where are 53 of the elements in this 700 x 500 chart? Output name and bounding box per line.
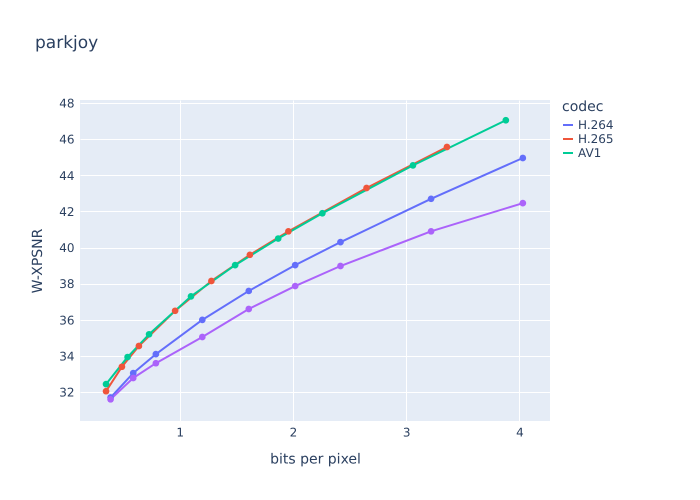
point [245,306,252,312]
x-tick-label: 1 [176,426,184,440]
point [292,262,299,268]
point [152,350,160,358]
point [428,228,434,235]
y-tick-label: 34 [59,349,74,364]
y-tick-label: 40 [59,241,74,256]
point [188,293,194,300]
point [146,330,152,338]
point [519,200,526,206]
legend-label: H.264 [578,118,614,132]
point [198,334,206,340]
point [502,116,510,124]
y-tick-label: 48 [59,96,74,111]
point [519,154,526,162]
point [198,316,206,324]
legend-title: codec [562,99,604,115]
point [410,162,416,169]
point [208,278,215,284]
point [319,210,326,217]
y-tick-label: 46 [59,132,74,147]
point [428,195,434,202]
point [130,374,137,382]
point [337,262,344,270]
point [337,238,344,246]
point [246,251,254,258]
point [152,360,160,367]
chart-title: parkjoy [35,33,98,54]
point [444,144,450,150]
x-tick-label: 2 [290,426,298,440]
legend-label: H.265 [578,132,614,146]
point [274,235,282,242]
y-tick-label: 38 [59,277,74,292]
y-tick-label: 36 [59,313,74,328]
y-tick-label: 32 [59,386,74,400]
point [292,282,299,290]
point [124,354,131,360]
legend-label: AV1 [578,146,602,160]
y-tick-label: 42 [59,204,74,219]
point [102,380,110,388]
y-axis-title: W-XPSNR [30,228,46,294]
x-tick-label: 4 [516,426,524,440]
x-tick-label: 3 [402,426,410,440]
x-axis-title: bits per pixel [270,452,361,468]
point [136,342,142,350]
point [232,262,239,268]
point [363,184,370,192]
y-tick-label: 44 [59,168,74,183]
point [102,388,110,395]
point [285,228,292,235]
point [172,307,178,314]
point [245,288,252,294]
point [118,363,126,370]
